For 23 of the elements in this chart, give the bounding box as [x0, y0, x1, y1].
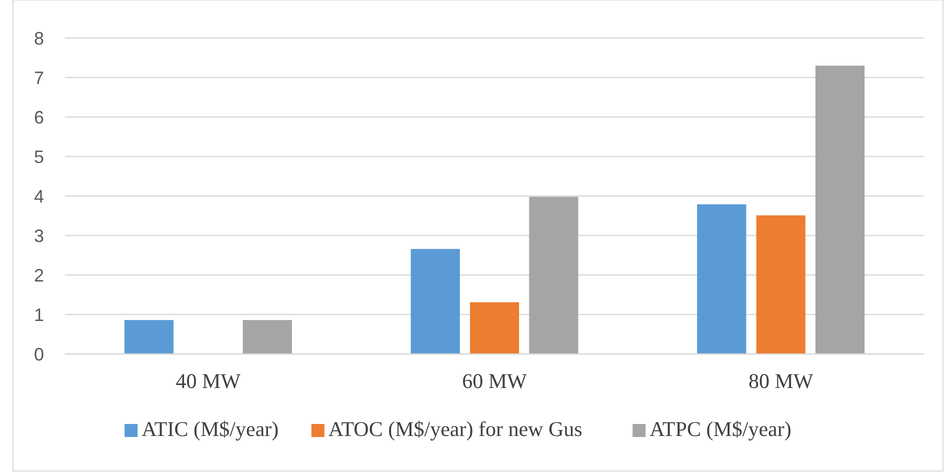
y-tick-label: 3 [34, 226, 44, 246]
bar [756, 215, 806, 354]
y-tick-label: 2 [34, 265, 44, 286]
y-tick-label: 7 [34, 68, 44, 88]
bar [815, 66, 865, 354]
x-tick-label: 80 MW [748, 369, 814, 393]
bar [697, 204, 746, 354]
bar [242, 320, 292, 354]
y-tick-label: 4 [34, 186, 44, 206]
x-tick-label: 60 MW [462, 369, 528, 393]
bar [124, 320, 174, 354]
legend-label: ATPC (M$/year) [650, 417, 792, 441]
y-tick-label: 1 [34, 304, 44, 325]
y-tick-label: 0 [34, 344, 44, 364]
x-tick-label: 40 MW [176, 369, 241, 393]
bar [410, 248, 460, 354]
bar [470, 302, 520, 354]
y-tick-label: 8 [34, 28, 44, 48]
y-tick-label: 6 [34, 107, 44, 128]
legend-label: ATOC (M$/year) for new Gus [328, 417, 582, 441]
legend-label: ATIC (M$/year) [142, 417, 279, 441]
bar [529, 196, 578, 354]
y-tick-label: 5 [34, 146, 44, 167]
